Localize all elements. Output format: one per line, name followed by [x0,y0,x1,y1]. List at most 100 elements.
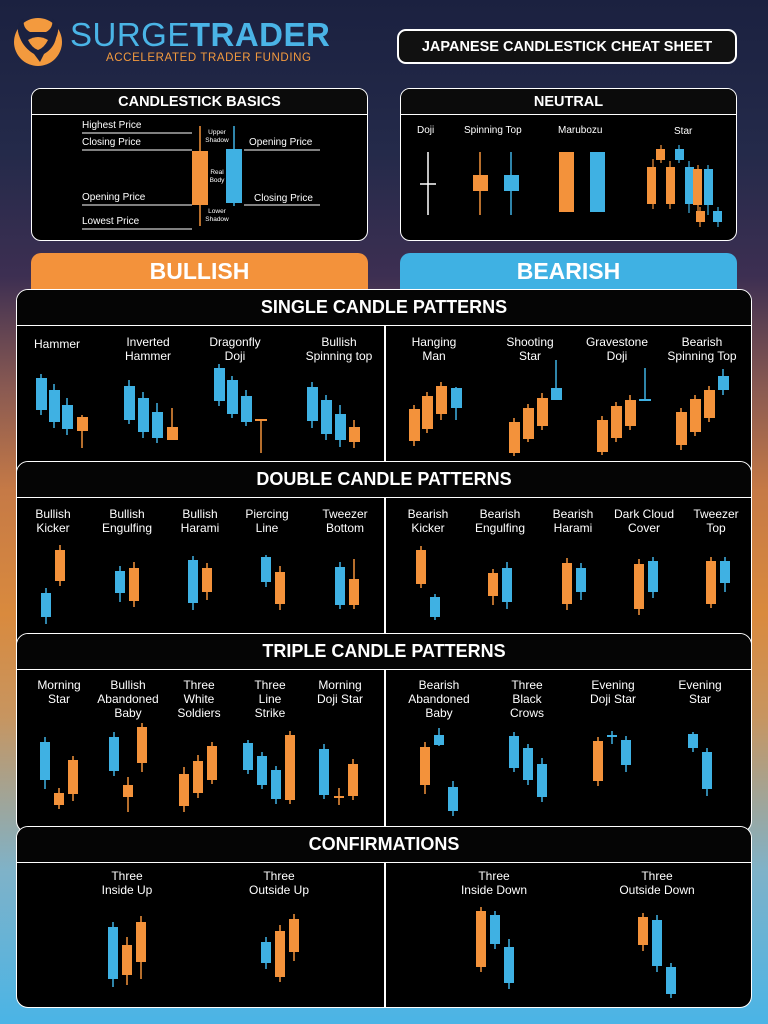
bull-logo-icon [14,18,62,66]
label-three-black-crows: Three Black Crows [509,678,544,720]
bullish-harami-icon [188,556,212,610]
label-evening-doji-star: Evening Doji Star [589,678,636,706]
bearish-kicker-icon [416,546,440,620]
label-highest-price: Highest Price [82,120,142,131]
label-morning-star: Morning Star [37,678,81,706]
bullish-kicker-icon [41,545,65,624]
label-bullish-harami: Bullish Harami [180,507,220,535]
tab-bearish: BEARISH [400,253,737,289]
label-closing-price: Closing Price [82,137,141,148]
bullish-abandoned-baby-icon [109,723,147,812]
label-bearish-harami: Bearish Harami [552,507,594,535]
dark-cloud-cover-icon [634,557,658,615]
confirmations-diagram [108,907,676,998]
single-candle-section: SINGLE CANDLE PATTERNS [16,289,752,489]
label-three-inside-down: Three Inside Down [460,869,528,897]
label-marubozu: Marubozu [558,125,603,136]
inverted-hammer-icon [124,380,178,443]
triple-candle-section: TRIPLE CANDLE PATTERNS [16,633,752,833]
label-bullish-abandoned-baby: Bullish Abandoned Baby [97,678,159,720]
label-inverted-hammer: Inverted Hammer [124,335,171,363]
hammer-icon [36,374,88,448]
three-black-crows-icon [509,732,547,802]
three-outside-up-icon [261,914,299,982]
label-hammer: Hammer [33,337,80,351]
label-three-line-strike: Three Line Strike [254,678,286,720]
label-real-body: Real Body [209,169,225,184]
three-inside-up-icon [108,916,146,987]
gravestone-doji-icon [597,368,651,455]
bearish-engulfing-icon [488,562,512,609]
triple-patterns-diagram [40,723,712,816]
three-inside-down-icon [476,907,514,989]
piercing-line-icon [261,555,285,610]
label-lowest-price: Lowest Price [82,216,140,227]
tweezer-bottom-icon [335,559,359,609]
label-bearish-spinning-top: Bearish Spinning Top [667,335,737,363]
label-bullish-engulfing: Bullish Engulfing [101,507,153,535]
morning-doji-star-icon [319,744,358,805]
label-piercing-line: Piercing Line [245,507,289,535]
label-three-outside-down: Three Outside Down [619,869,695,897]
basics-panel: CANDLESTICK BASICS Highest Price Closing… [31,88,368,241]
three-line-strike-icon [243,731,295,804]
label-three-white-soldiers: Three White Soldiers [177,678,221,720]
morning-star-icon [40,737,78,809]
label-doji: Doji [417,125,435,136]
logo: SURGETRADER ACCELERATED TRADER FUNDING [10,12,350,68]
label-three-inside-up: Three Inside Up [101,869,153,897]
bearish-spinning-top-icon [676,369,729,450]
label-closing-price-right: Closing Price [254,193,313,204]
label-bearish-abandoned-baby: Bearish Abandoned Baby [408,678,470,720]
label-three-outside-up: Three Outside Up [248,869,310,897]
evening-star-icon [688,732,712,796]
label-tweezer-bottom: Tweezer Bottom [322,507,368,535]
label-dragonfly-doji: Dragonfly Doji [209,335,261,363]
shooting-star-icon [509,360,562,456]
confirmations-title: CONFIRMATIONS [17,827,751,863]
tab-bullish: BULLISH [31,253,368,289]
basics-diagram [82,126,320,230]
confirmations-section: CONFIRMATIONS Three Inside Up Three Outs… [16,826,752,1008]
label-lower-shadow: Lower Shadow [205,208,229,223]
label-upper-shadow: Upper Shadow [205,129,229,144]
bullish-engulfing-icon [115,562,139,607]
double-patterns-diagram [41,545,730,624]
label-bearish-engulfing: Bearish Engulfing [474,507,526,535]
bullish-spinning-top-icon [307,382,360,448]
brand-name: SURGETRADER [70,16,331,53]
three-white-soldiers-icon [179,742,217,812]
evening-doji-star-icon [593,731,631,786]
dragonfly-doji-icon [214,364,267,453]
double-title: DOUBLE CANDLE PATTERNS [17,462,751,498]
label-gravestone-doji: Gravestone Doji [585,335,649,363]
neutral-panel: NEUTRAL Doji Spinning Top Marubozu S [400,88,737,241]
tweezer-top-icon [706,557,730,608]
hanging-man-icon [409,382,462,446]
label-hanging-man: Hanging Man [411,335,457,363]
triple-title: TRIPLE CANDLE PATTERNS [17,634,751,670]
label-tweezer-top: Tweezer Top [693,507,739,535]
three-outside-down-icon [638,913,676,998]
bearish-harami-icon [562,558,586,610]
label-bearish-kicker: Bearish Kicker [407,507,449,535]
label-shooting-star: Shooting Star [506,335,554,363]
label-bullish-kicker: Bullish Kicker [35,507,71,535]
bearish-abandoned-baby-icon [420,728,458,816]
single-title: SINGLE CANDLE PATTERNS [17,290,751,326]
neutral-title: NEUTRAL [401,89,736,115]
label-morning-doji-star: Morning Doji Star [316,678,363,706]
label-opening-price-right: Opening Price [249,137,313,148]
label-bullish-spinning-top: Bullish Spinning top [305,335,373,363]
basics-title: CANDLESTICK BASICS [32,89,367,115]
double-candle-section: DOUBLE CANDLE PATTERNS [16,461,752,661]
label-evening-star: Evening Star [678,678,722,706]
tagline: ACCELERATED TRADER FUNDING [106,52,312,64]
label-star: Star [674,126,693,137]
label-opening-price: Opening Price [82,192,146,203]
single-patterns-diagram [36,360,729,456]
neutral-diagram [420,145,722,227]
label-spinning-top: Spinning Top [464,125,522,136]
page-title: JAPANESE CANDLESTICK CHEAT SHEET [397,29,737,64]
label-dark-cloud-cover: Dark Cloud Cover [613,507,675,535]
